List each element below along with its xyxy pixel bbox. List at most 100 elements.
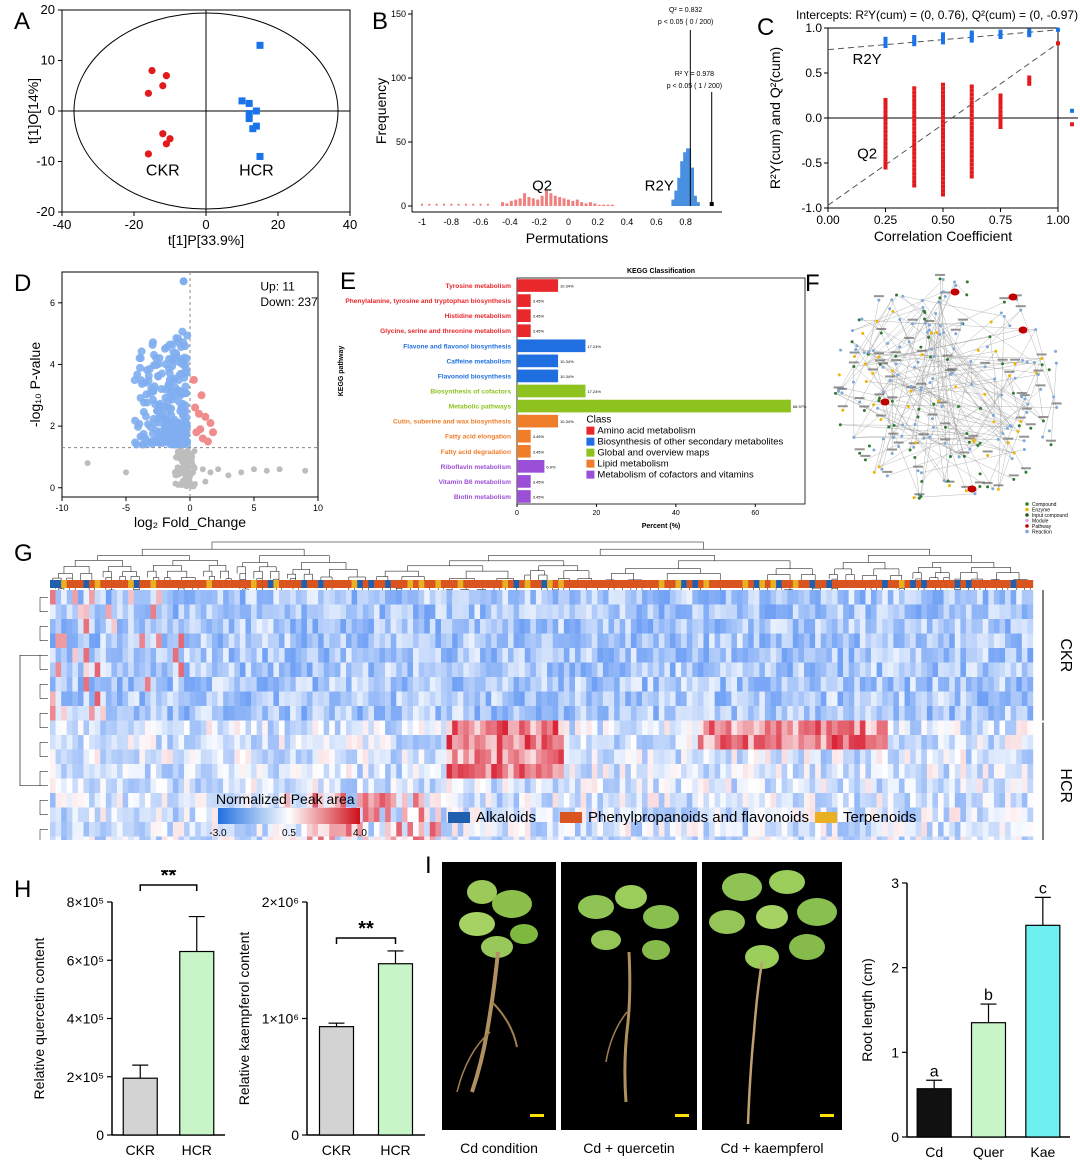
heatmap-cell [630,822,637,837]
heatmap-cell [284,648,291,663]
heatmap-cell [781,662,788,678]
heatmap-cell [943,836,950,840]
heatmap-cell [424,604,430,620]
column-class-annotation [552,580,559,588]
heatmap-cell [530,807,537,823]
y-tick-label: 4×10⁵ [67,1011,104,1027]
heatmap-cell [156,633,162,649]
column-dendrogram-branch [270,570,280,580]
heatmap-cell [228,604,235,620]
heatmap-cell [329,764,336,779]
heatmap-cell [625,662,632,678]
heatmap-cell [161,793,168,808]
heatmap-cell [150,706,157,721]
column-class-annotation [798,580,805,588]
heatmap-cell [1010,720,1017,736]
heatmap-cell [89,590,95,605]
heatmap-cell [1016,735,1023,750]
heatmap-cell [575,691,581,707]
heatmap-cell [251,735,257,750]
heatmap-cell [614,749,620,765]
heatmap-cell [619,764,626,779]
network-node [1055,405,1059,409]
network-edge [950,374,1003,434]
heatmap-cell [117,836,123,840]
column-class-annotation [351,580,358,588]
heatmap-cell [865,764,872,779]
heatmap-cell [753,778,760,794]
column-class-annotation [608,580,615,588]
heatmap-cell [351,633,358,649]
heatmap-cell [435,691,442,707]
heatmap-cell [429,778,436,794]
heatmap-cell [223,793,229,808]
column-dendrogram-branch [63,565,90,574]
heatmap-cell [491,764,498,779]
heatmap-cell [658,764,665,779]
heatmap-cell [117,604,123,620]
heatmap-cell [664,662,671,678]
network-node [919,471,923,475]
q2-point [998,105,1003,110]
heatmap-cell [826,677,833,692]
heatmap-cell [55,706,62,721]
heatmap-cell [742,822,749,837]
heatmap-cell [954,706,961,721]
heatmap-cell [887,836,894,840]
heatmap-cell [72,677,79,692]
heatmap-cell [787,662,794,678]
heatmap-cell [798,807,805,823]
heatmap-cell [172,619,179,634]
heatmap-cell [535,764,542,779]
down-point [181,382,190,391]
heatmap-cell [697,662,704,678]
heatmap-cell [284,749,291,765]
heatmap-cell [111,749,118,765]
heatmap-cell [580,691,587,707]
heatmap-cell [72,778,79,794]
heatmap-cell [720,648,727,663]
heatmap-cell [720,706,727,721]
heatmap-cell [318,749,324,765]
network-node [922,436,926,440]
network-edge [897,329,1036,376]
heatmap-cell [306,735,313,750]
heatmap-cell [921,793,928,808]
column-class-annotation [982,580,989,588]
heatmap-cell [614,836,620,840]
heatmap-cell [262,604,269,620]
pathway-label: Flavonoid biosynthesis [438,373,512,380]
heatmap-cell [485,778,492,794]
heatmap-cell [156,604,162,620]
column-class-annotation [474,580,481,588]
heatmap-cell [144,778,151,794]
heatmap-cell [636,648,643,663]
heatmap-cell [843,590,849,605]
heatmap-cell [485,822,492,837]
heatmap-cell [580,720,587,736]
heatmap-cell [949,720,956,736]
column-class-annotation [563,580,570,588]
heatmap-cell [781,749,788,765]
heatmap-cell [156,807,162,823]
column-dendrogram-branch [538,574,548,582]
heatmap-cell [167,590,174,605]
pathway-label: Cutin, suberine and wax biosynthesis [393,419,511,426]
heatmap-cell [111,822,118,837]
q2-point [912,167,917,172]
heatmap-cell [580,807,587,823]
heatmap-cell [809,706,816,721]
heatmap-cell [72,735,79,750]
heatmap-cell [938,604,944,620]
heatmap-cell [591,590,598,605]
heatmap-cell [597,706,604,721]
heatmap-cell [329,793,336,808]
r2y-annotation: R2Y [645,178,674,195]
heatmap-cell [865,590,872,605]
heatmap-cell [820,793,827,808]
heatmap-cell [736,735,743,750]
network-node [991,413,995,417]
heatmap-cell [105,677,112,692]
r2y-point [969,38,974,43]
heatmap-cell [312,677,319,692]
